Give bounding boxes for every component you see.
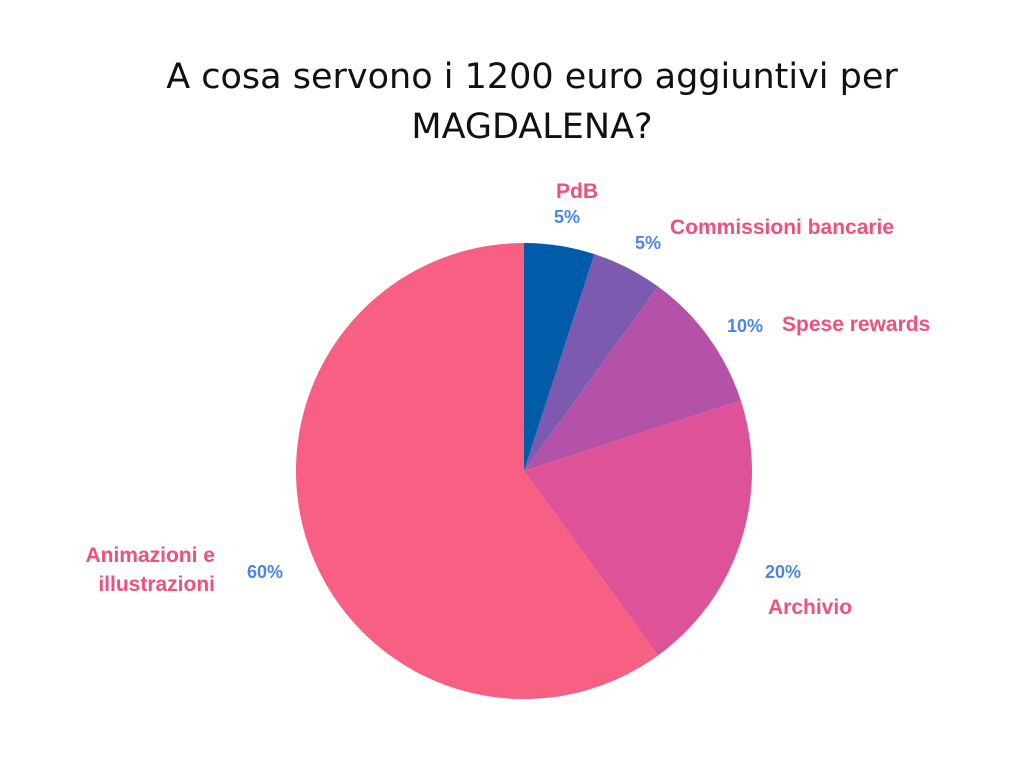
slice-value-label-5: 60% [247,562,283,582]
pie-labels: PdB 5% Commissioni bancarie 5% Spese rewards… [85,180,930,619]
slice-label-5: Animazioni e illustrazioni [85,544,215,596]
slice-label-1: PdB [556,180,598,203]
chart-title-line-2: MAGDALENA? [411,107,653,147]
slice-label-2: Commissioni bancarie [670,216,894,239]
slice-value-label-4: 20% [765,562,801,582]
pie-slice-4 [524,400,753,656]
pie-slice-2 [524,254,659,471]
slice-label-4: Archivio [768,596,852,619]
pie-slice-3 [524,286,741,471]
slice-value-label-3: 10% [727,316,763,336]
pie-slice-1 [524,243,595,471]
pie-slice-5 [295,243,659,699]
chart-title-line-1: A cosa servono i 1200 euro aggiuntivi pe… [166,57,898,97]
slice-value-label-1: 5% [554,207,580,227]
slice-label-3: Spese rewards [782,313,930,336]
slice-value-label-2: 5% [635,233,661,253]
pie-slices [295,243,753,699]
chart-title: A cosa servono i 1200 euro aggiuntivi pe… [70,52,994,152]
